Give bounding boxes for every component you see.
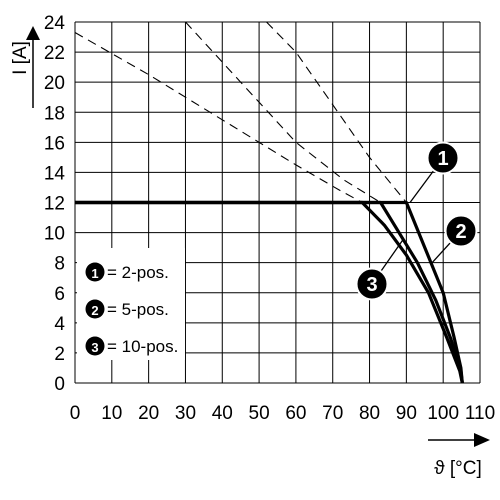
x-tick-label: 40 <box>212 403 233 424</box>
x-tick-label: 20 <box>138 403 159 424</box>
series-line-1-dashed <box>266 21 407 203</box>
x-tick-label: 50 <box>249 403 270 424</box>
legend-marker-label: 3 <box>91 340 98 355</box>
legend-marker-2 <box>85 299 105 319</box>
series-line-3-dashed <box>74 32 363 203</box>
x-axis-arrowhead <box>474 433 490 447</box>
x-tick-label: 0 <box>70 403 81 424</box>
grid <box>74 21 481 384</box>
legend-marker-3 <box>85 336 105 356</box>
y-tick-label: 2 <box>54 344 65 365</box>
series <box>74 21 464 384</box>
x-tick-label: 10 <box>101 403 122 424</box>
y-axis-arrowhead <box>26 26 40 40</box>
axes: I [A] ϑ [°C] <box>10 26 490 479</box>
y-tick-label: 14 <box>44 163 66 184</box>
series-line-3-solid <box>75 200 464 384</box>
y-tick-label: 8 <box>54 254 65 275</box>
x-tick-label: 100 <box>427 403 459 424</box>
y-tick-label: 0 <box>54 374 65 395</box>
x-tick-label: 80 <box>359 403 380 424</box>
callout-badge-1 <box>426 141 460 175</box>
legend-entry-label: = 10-pos. <box>107 337 178 356</box>
y-tick-label: 10 <box>44 224 65 245</box>
y-tick-label: 18 <box>44 103 65 124</box>
y-tick-label: 6 <box>54 284 65 305</box>
ticks: 0 10 20 30 40 50 60 70 80 90 100 110024681012141618… <box>44 13 495 424</box>
callout-label-3: 3 <box>366 274 377 296</box>
callout-label-1: 1 <box>437 148 448 170</box>
y-tick-label: 12 <box>44 194 65 215</box>
x-tick-label: 70 <box>322 403 343 424</box>
y-axis-label: I [A] <box>10 41 31 75</box>
legend-entry-label: = 5-pos. <box>107 300 169 319</box>
x-tick-label: 30 <box>175 403 196 424</box>
callouts: 1 2 3 <box>355 141 478 301</box>
legend-marker-label: 1 <box>91 266 98 281</box>
y-tick-label: 22 <box>44 43 65 64</box>
y-tick-label: 16 <box>44 133 65 154</box>
y-tick-label: 4 <box>54 314 65 335</box>
legend-marker-1 <box>85 262 105 282</box>
y-tick-label: 24 <box>44 13 66 34</box>
legend: 1 = 2-pos. 2 = 5-pos. 3 = 10-pos. <box>77 248 185 360</box>
x-tick-label: 90 <box>396 403 417 424</box>
legend-marker-label: 2 <box>91 303 98 318</box>
callout-badge-2 <box>444 214 478 248</box>
x-tick-label: 110 <box>465 403 495 424</box>
x-tick-label: 60 <box>285 403 306 424</box>
y-tick-label: 20 <box>44 73 65 94</box>
callout-badge-3 <box>355 267 389 301</box>
legend-entry-label: = 2-pos. <box>107 263 169 282</box>
x-axis-label: ϑ [°C] <box>434 458 482 479</box>
callout-label-2: 2 <box>455 221 466 243</box>
